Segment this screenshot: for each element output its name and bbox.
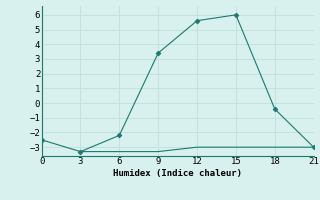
X-axis label: Humidex (Indice chaleur): Humidex (Indice chaleur): [113, 169, 242, 178]
